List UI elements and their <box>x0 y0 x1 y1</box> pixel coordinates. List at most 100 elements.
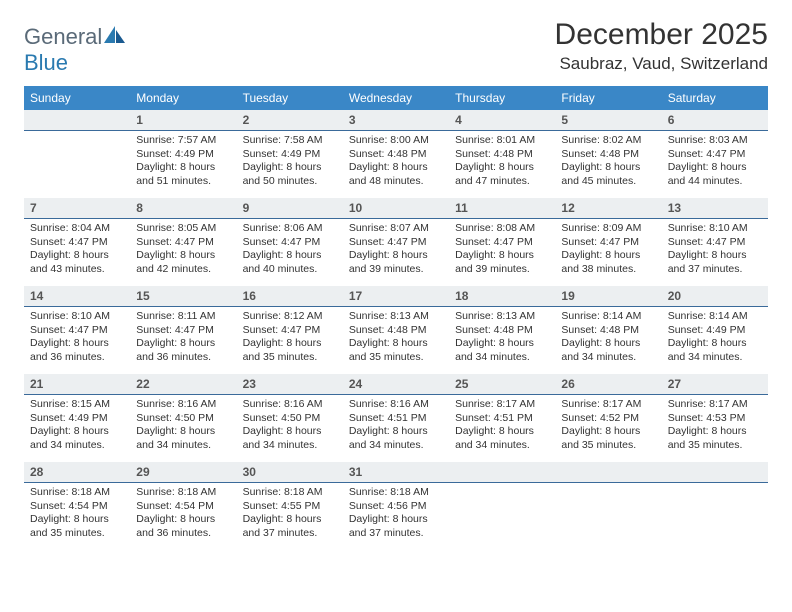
day-body: Sunrise: 8:08 AMSunset: 4:47 PMDaylight:… <box>449 219 555 283</box>
sunrise-line: Sunrise: 8:16 AM <box>243 398 337 412</box>
daylight-line: Daylight: 8 hours and 51 minutes. <box>136 161 230 188</box>
calendar-cell: Sunrise: Sunset: Daylight: <box>555 462 661 550</box>
sunrise-line: Sunrise: 8:12 AM <box>243 310 337 324</box>
day-number: 15 <box>130 286 236 307</box>
day-header: Tuesday <box>237 86 343 110</box>
calendar-row: 14Sunrise: 8:10 AMSunset: 4:47 PMDayligh… <box>24 286 768 374</box>
sunrise-line: Sunrise: 8:18 AM <box>243 486 337 500</box>
day-body: Sunrise: 8:18 AMSunset: 4:54 PMDaylight:… <box>24 483 130 547</box>
day-number: 5 <box>555 110 661 131</box>
calendar-cell: 27Sunrise: 8:17 AMSunset: 4:53 PMDayligh… <box>662 374 768 462</box>
sunset-label: Sunset: <box>243 324 279 336</box>
sunset-line: Sunset: 4:48 PM <box>349 324 443 338</box>
sunset-value: 4:47 PM <box>175 236 214 248</box>
sunset-value: 4:50 PM <box>281 412 320 424</box>
sunset-label: Sunset: <box>561 236 597 248</box>
sunrise-value: 8:10 AM <box>709 222 748 234</box>
sunrise-line: Sunrise: 8:18 AM <box>30 486 124 500</box>
calendar-cell: 22Sunrise: 8:16 AMSunset: 4:50 PMDayligh… <box>130 374 236 462</box>
calendar-cell: 29Sunrise: 8:18 AMSunset: 4:54 PMDayligh… <box>130 462 236 550</box>
daylight-label: Daylight: <box>243 513 284 525</box>
calendar-cell: 7Sunrise: 8:04 AMSunset: 4:47 PMDaylight… <box>24 198 130 286</box>
sunrise-line: Sunrise: 8:14 AM <box>668 310 762 324</box>
sunrise-value: 8:07 AM <box>390 222 429 234</box>
day-header-row: SundayMondayTuesdayWednesdayThursdayFrid… <box>24 86 768 110</box>
daylight-line: Daylight: 8 hours and 37 minutes. <box>668 249 762 276</box>
day-number: 28 <box>24 462 130 483</box>
day-number: 31 <box>343 462 449 483</box>
sunrise-value: 8:16 AM <box>284 398 323 410</box>
calendar-cell: 18Sunrise: 8:13 AMSunset: 4:48 PMDayligh… <box>449 286 555 374</box>
sunset-label: Sunset: <box>455 236 491 248</box>
sunset-value: 4:47 PM <box>69 324 108 336</box>
sunset-line: Sunset: 4:52 PM <box>561 412 655 426</box>
sunset-value: 4:54 PM <box>69 500 108 512</box>
calendar-cell: 5Sunrise: 8:02 AMSunset: 4:48 PMDaylight… <box>555 110 661 198</box>
daylight-line: Daylight: 8 hours and 36 minutes. <box>30 337 124 364</box>
sunrise-line: Sunrise: 8:17 AM <box>561 398 655 412</box>
daylight-label: Daylight: <box>561 425 602 437</box>
sunrise-label: Sunrise: <box>136 310 175 322</box>
daylight-line: Daylight: 8 hours and 36 minutes. <box>136 513 230 540</box>
sunset-value: 4:48 PM <box>600 324 639 336</box>
sunrise-value: 8:01 AM <box>497 134 536 146</box>
sunset-line: Sunset: 4:48 PM <box>455 324 549 338</box>
day-number: 14 <box>24 286 130 307</box>
sunset-value: 4:49 PM <box>281 148 320 160</box>
sunset-line: Sunset: 4:49 PM <box>243 148 337 162</box>
daylight-label: Daylight: <box>455 161 496 173</box>
sunrise-label: Sunrise: <box>349 134 388 146</box>
sunset-label: Sunset: <box>561 324 597 336</box>
sunset-line: Sunset: 4:50 PM <box>136 412 230 426</box>
day-number: 23 <box>237 374 343 395</box>
sunrise-line: Sunrise: 8:13 AM <box>349 310 443 324</box>
sunset-value: 4:47 PM <box>175 324 214 336</box>
day-body: Sunrise: 8:01 AMSunset: 4:48 PMDaylight:… <box>449 131 555 195</box>
day-body: Sunrise: 8:07 AMSunset: 4:47 PMDaylight:… <box>343 219 449 283</box>
calendar-cell: 20Sunrise: 8:14 AMSunset: 4:49 PMDayligh… <box>662 286 768 374</box>
day-number: 13 <box>662 198 768 219</box>
day-body: Sunrise: 8:00 AMSunset: 4:48 PMDaylight:… <box>343 131 449 195</box>
sunrise-value: 8:04 AM <box>71 222 110 234</box>
daylight-label: Daylight: <box>349 249 390 261</box>
day-body: Sunrise: 8:03 AMSunset: 4:47 PMDaylight:… <box>662 131 768 195</box>
sunset-label: Sunset: <box>349 324 385 336</box>
calendar-cell: 3Sunrise: 8:00 AMSunset: 4:48 PMDaylight… <box>343 110 449 198</box>
calendar-cell: 2Sunrise: 7:58 AMSunset: 4:49 PMDaylight… <box>237 110 343 198</box>
daylight-label: Daylight: <box>668 337 709 349</box>
calendar-cell: 14Sunrise: 8:10 AMSunset: 4:47 PMDayligh… <box>24 286 130 374</box>
sunrise-label: Sunrise: <box>243 134 282 146</box>
sunset-value: 4:50 PM <box>175 412 214 424</box>
daylight-label: Daylight: <box>243 337 284 349</box>
page-title: December 2025 <box>555 18 768 52</box>
daylight-label: Daylight: <box>668 425 709 437</box>
daylight-label: Daylight: <box>455 249 496 261</box>
daylight-line: Daylight: 8 hours and 45 minutes. <box>561 161 655 188</box>
sunrise-value: 8:18 AM <box>284 486 323 498</box>
sunset-line: Sunset: 4:51 PM <box>455 412 549 426</box>
calendar-row: 21Sunrise: 8:15 AMSunset: 4:49 PMDayligh… <box>24 374 768 462</box>
sunrise-label: Sunrise: <box>455 134 494 146</box>
sunrise-value: 8:10 AM <box>71 310 110 322</box>
day-number: 8 <box>130 198 236 219</box>
sunrise-label: Sunrise: <box>243 222 282 234</box>
day-body: Sunrise: 8:14 AMSunset: 4:48 PMDaylight:… <box>555 307 661 371</box>
day-body: Sunrise: 8:12 AMSunset: 4:47 PMDaylight:… <box>237 307 343 371</box>
calendar-cell: Sunrise: Sunset: Daylight: <box>24 110 130 198</box>
sunrise-value: 8:17 AM <box>709 398 748 410</box>
sunset-value: 4:48 PM <box>387 148 426 160</box>
daylight-label: Daylight: <box>349 425 390 437</box>
day-body: Sunrise: 8:17 AMSunset: 4:53 PMDaylight:… <box>662 395 768 459</box>
sunrise-label: Sunrise: <box>136 398 175 410</box>
daylight-label: Daylight: <box>561 337 602 349</box>
sunrise-line: Sunrise: 8:18 AM <box>349 486 443 500</box>
sunrise-label: Sunrise: <box>136 134 175 146</box>
daylight-label: Daylight: <box>455 425 496 437</box>
sunset-label: Sunset: <box>243 236 279 248</box>
day-number: 7 <box>24 198 130 219</box>
daylight-line: Daylight: 8 hours and 44 minutes. <box>668 161 762 188</box>
sunset-value: 4:55 PM <box>281 500 320 512</box>
sunset-value: 4:47 PM <box>69 236 108 248</box>
daylight-label: Daylight: <box>668 161 709 173</box>
day-body: Sunrise: 8:17 AMSunset: 4:51 PMDaylight:… <box>449 395 555 459</box>
